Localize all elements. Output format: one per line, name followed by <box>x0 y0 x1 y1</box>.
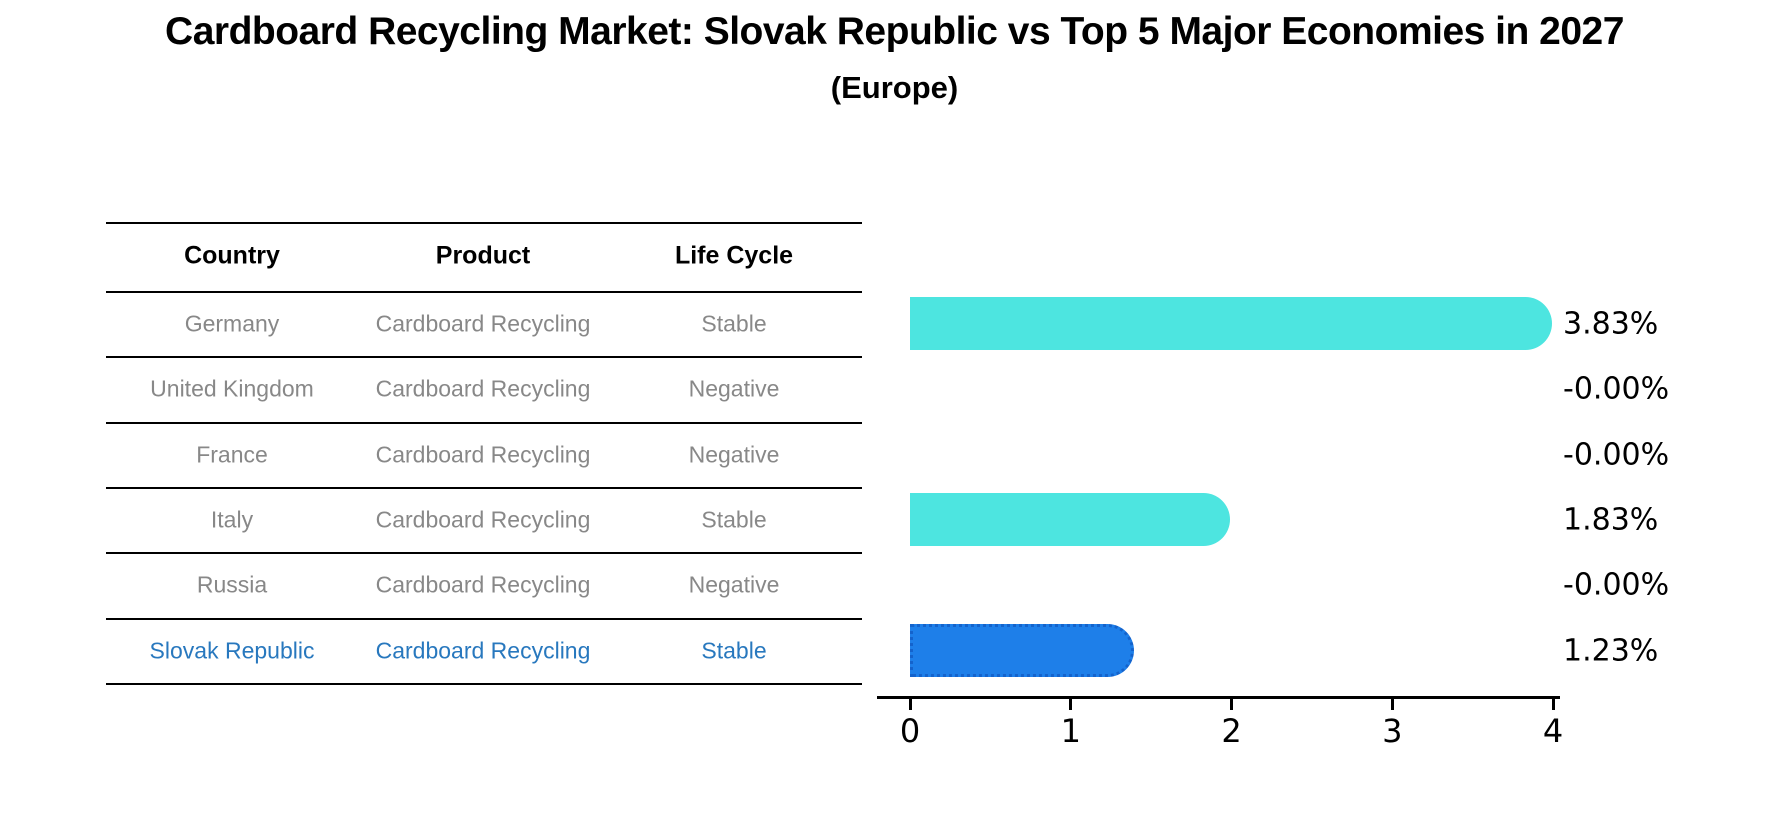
bar <box>910 493 1231 546</box>
bar <box>910 297 1552 350</box>
cell-country: France <box>196 441 268 467</box>
cell-lifecycle: Negative <box>688 441 780 467</box>
chart-subtitle: (Europe) <box>830 70 959 105</box>
cell-product: Cardboard Recycling <box>375 375 591 402</box>
row-divider <box>106 487 862 489</box>
bar-value-label: 1.23% <box>1563 633 1659 668</box>
bar-value-label: 3.83% <box>1563 306 1659 341</box>
cell-product: Cardboard Recycling <box>375 571 591 598</box>
cell-country: Germany <box>184 310 280 336</box>
x-axis-tick <box>908 699 912 710</box>
x-axis-line <box>877 696 1560 699</box>
row-divider <box>106 683 862 685</box>
x-axis-tick <box>1390 699 1394 710</box>
x-axis-tick-label: 2 <box>1221 712 1242 750</box>
column-header: Life Cycle <box>674 241 794 270</box>
x-axis-tick <box>1069 699 1073 710</box>
cell-product: Cardboard Recycling <box>375 310 591 336</box>
cell-lifecycle: Negative <box>688 571 780 598</box>
row-divider <box>106 618 862 620</box>
cell-lifecycle: Stable <box>701 506 767 532</box>
bar-value-label: -0.00% <box>1563 371 1670 407</box>
chart-title: Cardboard Recycling Market: Slovak Repub… <box>165 10 1624 53</box>
bar-value-label: -0.00% <box>1563 567 1670 603</box>
cell-lifecycle: Stable <box>701 310 767 336</box>
cell-lifecycle: Stable <box>701 637 767 663</box>
column-header: Product <box>435 241 531 270</box>
bar-value-label: 1.83% <box>1563 502 1659 537</box>
cell-country: Russia <box>196 571 268 598</box>
x-axis-tick-label: 1 <box>1060 712 1081 750</box>
row-divider <box>106 356 862 358</box>
row-divider <box>106 422 862 424</box>
cell-product: Cardboard Recycling <box>375 637 591 663</box>
cell-product: Cardboard Recycling <box>375 506 591 532</box>
row-divider <box>106 291 862 293</box>
x-axis-tick <box>1230 699 1233 710</box>
cell-country: Italy <box>210 506 254 532</box>
bar-highlight <box>910 624 1134 677</box>
cell-product: Cardboard Recycling <box>375 441 591 467</box>
cell-lifecycle: Negative <box>688 375 780 402</box>
x-axis-tick-label: 0 <box>899 712 921 750</box>
x-axis-tick-label: 3 <box>1382 712 1403 750</box>
x-axis-tick <box>1551 699 1555 710</box>
row-divider <box>106 552 862 554</box>
cell-country: United Kingdom <box>150 375 314 402</box>
column-header: Country <box>184 241 280 270</box>
bar-value-label: -0.00% <box>1563 437 1670 472</box>
table-top-line <box>106 222 862 224</box>
cell-country: Slovak Republic <box>149 637 315 663</box>
x-axis-tick-label: 4 <box>1542 712 1564 750</box>
